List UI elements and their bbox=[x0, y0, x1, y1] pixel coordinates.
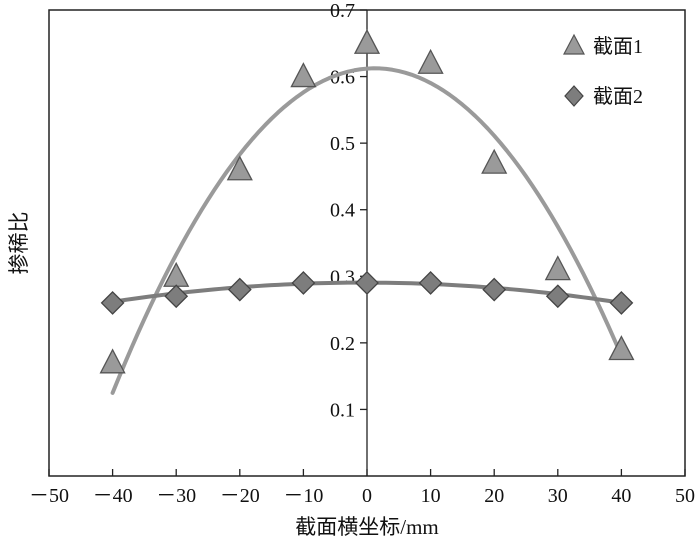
series-1-point bbox=[481, 148, 508, 174]
x-tick-label: 50 bbox=[675, 485, 695, 507]
x-tick-label: 10 bbox=[421, 485, 441, 507]
y-tick-label: 0.5 bbox=[330, 133, 355, 155]
series-1-point bbox=[417, 48, 444, 74]
x-tick-label: 20 bbox=[484, 485, 504, 507]
legend: 截面1 截面2 bbox=[563, 33, 643, 108]
y-ticks: 0.10.20.30.40.50.60.7 bbox=[330, 0, 367, 421]
x-tick-label: －20 bbox=[220, 485, 260, 507]
series-2-point bbox=[482, 277, 507, 302]
y-tick-label: 0.7 bbox=[330, 0, 355, 22]
y-tick-label: 0.3 bbox=[330, 266, 355, 288]
axes-layer bbox=[48, 9, 686, 477]
x-tick-label: 30 bbox=[548, 485, 568, 507]
x-tick-label: 0 bbox=[362, 485, 372, 507]
data-points bbox=[99, 28, 635, 374]
series-1-point bbox=[608, 335, 635, 361]
series-2-point bbox=[227, 277, 252, 302]
x-tick-label: －40 bbox=[93, 485, 133, 507]
series-1-point bbox=[99, 348, 126, 374]
legend-label-series-1: 截面1 bbox=[593, 35, 643, 58]
x-tick-label: 40 bbox=[611, 485, 631, 507]
legend-diamond-marker bbox=[564, 85, 584, 107]
series-2-point bbox=[291, 271, 316, 295]
y-tick-label: 0.2 bbox=[330, 333, 355, 355]
y-axis-label: 掺稀比 bbox=[7, 212, 31, 275]
series-1-point bbox=[226, 155, 253, 181]
x-tick-label: －10 bbox=[283, 485, 323, 507]
series-1-point bbox=[290, 62, 317, 88]
series-2-point bbox=[418, 271, 443, 295]
series-2-point bbox=[545, 284, 570, 309]
series-1-point bbox=[544, 255, 571, 281]
series-1-point bbox=[353, 28, 381, 54]
y-tick-label: 0.1 bbox=[330, 399, 355, 421]
x-axis-label: 截面横坐标/mm bbox=[295, 515, 439, 539]
legend-label-series-2: 截面2 bbox=[593, 85, 643, 108]
fit-curve-series-1 bbox=[110, 66, 624, 395]
series-2-point bbox=[100, 290, 125, 315]
x-ticks: －50 －40 －30 －20 －10 0 10 20 30 40 50 bbox=[29, 469, 695, 507]
x-tick-label: －50 bbox=[29, 485, 69, 507]
legend-triangle-marker bbox=[563, 33, 585, 55]
y-tick-label: 0.4 bbox=[330, 200, 355, 222]
series-2-point bbox=[355, 271, 379, 295]
series-2-point bbox=[164, 284, 189, 309]
x-tick-label: －30 bbox=[156, 485, 196, 507]
series-2-point bbox=[609, 290, 634, 315]
